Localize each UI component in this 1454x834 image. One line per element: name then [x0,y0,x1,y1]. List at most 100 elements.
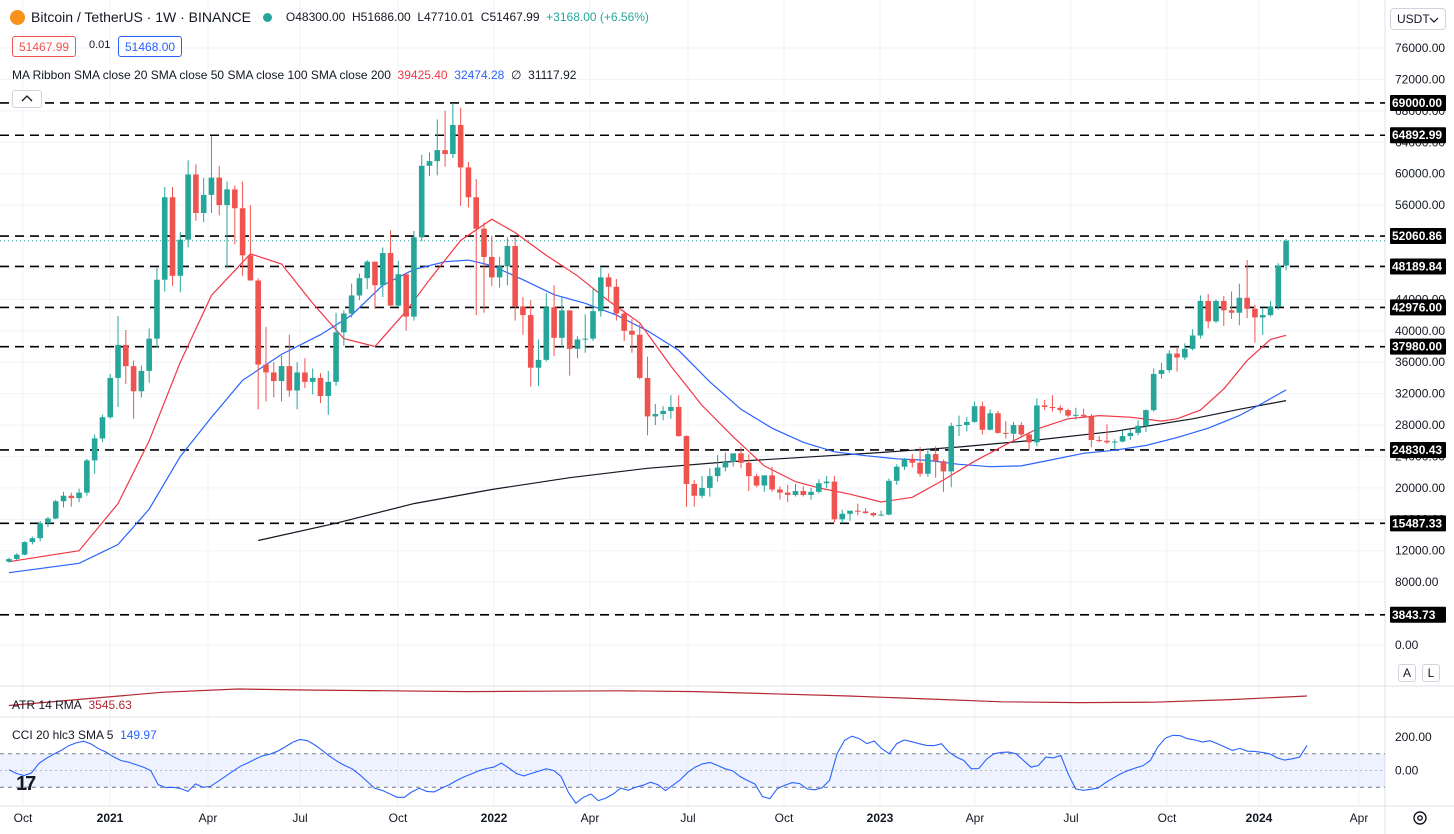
level-label-bg [1390,258,1446,275]
market-status-icon [262,12,272,22]
symbol-title[interactable]: Bitcoin / TetherUS · 1W · BINANCE [31,9,251,25]
candle-body [68,495,75,499]
candle-body [1197,300,1204,336]
candle-body [605,277,612,287]
level-label-bg [1390,127,1446,144]
cci-legend[interactable]: CCI 20 hlc3 SMA 5 149.97 [12,728,157,742]
candle-body [668,406,674,411]
candle-body [1174,353,1180,358]
price-tick-label: 0.00 [1395,638,1419,652]
candle-body [948,425,955,472]
atr-pane [8,688,1308,707]
price-tick-label: 72000.00 [1395,72,1445,86]
candle-body [302,372,308,382]
level-label: 15487.33 [1392,516,1442,530]
cci-value: 149.97 [120,728,157,742]
candles [6,102,1289,563]
candle-body [660,410,666,415]
candle-body [901,458,908,467]
cci-line [8,734,1308,804]
candle-body [738,453,744,463]
candle-body [683,436,690,484]
candle-body [839,513,846,520]
candle-body [893,466,900,481]
cci-tick-label: 200.00 [1395,730,1432,744]
level-label-bg [1390,441,1446,458]
cci-tick-label: 0.00 [1395,764,1419,778]
candle-body [1236,297,1243,313]
ma-ribbon-legend[interactable]: MA Ribbon SMA close 20 SMA close 50 SMA … [12,68,576,82]
auto-scale-button[interactable]: A [1398,664,1416,682]
candle-body [745,462,752,477]
candle-body [1065,410,1071,416]
candle-body [792,491,799,495]
candle-body [270,372,277,382]
horizontal-levels [0,102,1385,616]
candle-body [699,487,705,496]
candle-body [847,510,853,514]
candle-body [169,197,176,276]
candle-body [37,523,43,539]
close-value: C51467.99 [480,10,540,24]
price-tick-label: 20000.00 [1395,481,1445,495]
candle-body [520,306,526,316]
cci-label: CCI 20 hlc3 SMA 5 [12,728,114,742]
time-tick-label: Jul [1063,811,1078,825]
atr-value: 3545.63 [88,698,132,712]
sell-price-button[interactable]: 51467.99 [12,36,77,57]
candle-body [115,344,121,378]
change-value: +3168.00 (+6.56%) [546,10,649,24]
log-scale-button[interactable]: L [1422,664,1440,682]
tradingview-logo-text: 17 [16,773,36,795]
candle-body [652,414,659,417]
high-value: H51686.00 [351,10,411,24]
candle-body [247,255,254,281]
sma20-line [8,218,1287,563]
candle-body [372,261,378,286]
level-label: 42976.00 [1392,300,1442,314]
candle-body [488,256,495,278]
candle-body [1189,335,1196,349]
candle-body [1018,425,1025,435]
time-tick-label: Oct [14,811,33,825]
atr-legend[interactable]: ATR 14 RMA 3545.63 [12,698,132,712]
candle-body [878,514,884,516]
candle-body [263,364,269,373]
candle-body [987,413,993,430]
candle-body [979,406,986,430]
time-axis: Oct 2021 Apr Jul Oct 2022 Apr Jul Oct 2023 Apr Jul O… [14,811,1369,825]
candle-body [1073,414,1079,416]
sma20-value: 39425.40 [397,68,448,82]
low-value: L47710.01 [417,10,475,24]
chevron-up-icon [21,95,33,102]
candle-body [886,480,892,515]
tradingview-logo[interactable]: 17 [16,773,48,795]
candle-body [675,406,682,437]
settings-gear-icon[interactable] [1411,809,1429,827]
candle-body [1275,265,1282,307]
candle-body [1104,440,1110,443]
candle-body [473,197,480,229]
candle-body [964,421,970,426]
candle-body [45,518,51,524]
candle-body [598,277,604,312]
time-tick-label: Apr [581,811,600,825]
candle-body [862,511,869,514]
collapse-legend-button[interactable] [12,90,42,108]
symbol-header[interactable]: Bitcoin / TetherUS · 1W · BINANCE O48300… [10,9,649,25]
buy-price-button[interactable]: 51468.00 [118,36,183,57]
candle-body [403,274,409,317]
candle-body [154,279,160,339]
price-tick-label: 76000.00 [1395,41,1445,55]
candle-body [925,454,931,474]
candle-body [418,165,425,238]
candle-body [317,377,324,396]
candle-body [232,189,238,209]
time-tick-label: 2023 [867,811,894,825]
currency-selector[interactable]: USDT [1390,8,1446,30]
time-tick-label: Apr [199,811,218,825]
candle-body [808,491,814,495]
sma200-line [258,400,1287,542]
